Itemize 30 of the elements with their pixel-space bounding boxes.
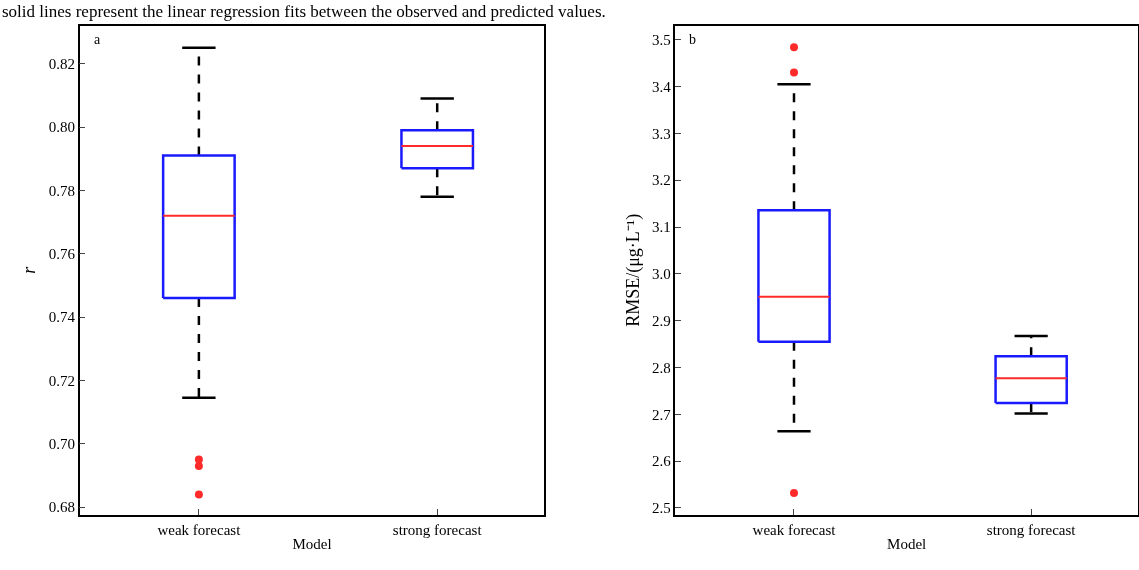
y-tick-label: 0.72	[48, 372, 75, 389]
y-tick-label: 0.78	[48, 182, 75, 199]
chart-title: b	[689, 32, 696, 47]
x-tick-label: strong forecast	[986, 521, 1077, 538]
y-tick-label: 0.68	[48, 499, 75, 516]
y-tick-label: 2.9	[651, 312, 671, 329]
x-axis-title: Model	[292, 536, 332, 553]
y-tick-label: 3.4	[651, 78, 672, 95]
text: solid lines represent the linear regression fits between the observed and predicted values.	[2, 2, 606, 21]
chart-title: a	[94, 32, 101, 47]
y-tick-label: 0.70	[48, 435, 75, 452]
y-tick-label: 3.5	[651, 31, 671, 48]
y-tick-label: 2.5	[651, 500, 671, 517]
y-axis-title: RMSE/(μg·L⁻¹)	[622, 213, 644, 327]
y-tick-label: 2.6	[651, 453, 672, 470]
y-tick-label: 3.2	[651, 172, 671, 189]
y-tick-label: 0.80	[48, 119, 75, 136]
y-tick-label: 3.3	[651, 125, 671, 142]
y-tick-label: 3.0	[651, 266, 671, 283]
x-axis-title: Model	[887, 536, 927, 553]
x-tick-label: strong forecast	[392, 521, 483, 538]
y-axis-title: r	[19, 265, 40, 274]
y-tick-label: 2.8	[651, 359, 671, 376]
x-tick-label: weak forecast	[752, 521, 837, 538]
y-tick-label: 3.1	[651, 219, 671, 236]
y-tick-label: 0.76	[48, 245, 76, 262]
x-tick-label: weak forecast	[157, 521, 242, 538]
y-tick-label: 2.7	[651, 406, 672, 423]
y-tick-label: 0.74	[48, 309, 76, 326]
y-tick-label: 0.82	[48, 55, 75, 72]
